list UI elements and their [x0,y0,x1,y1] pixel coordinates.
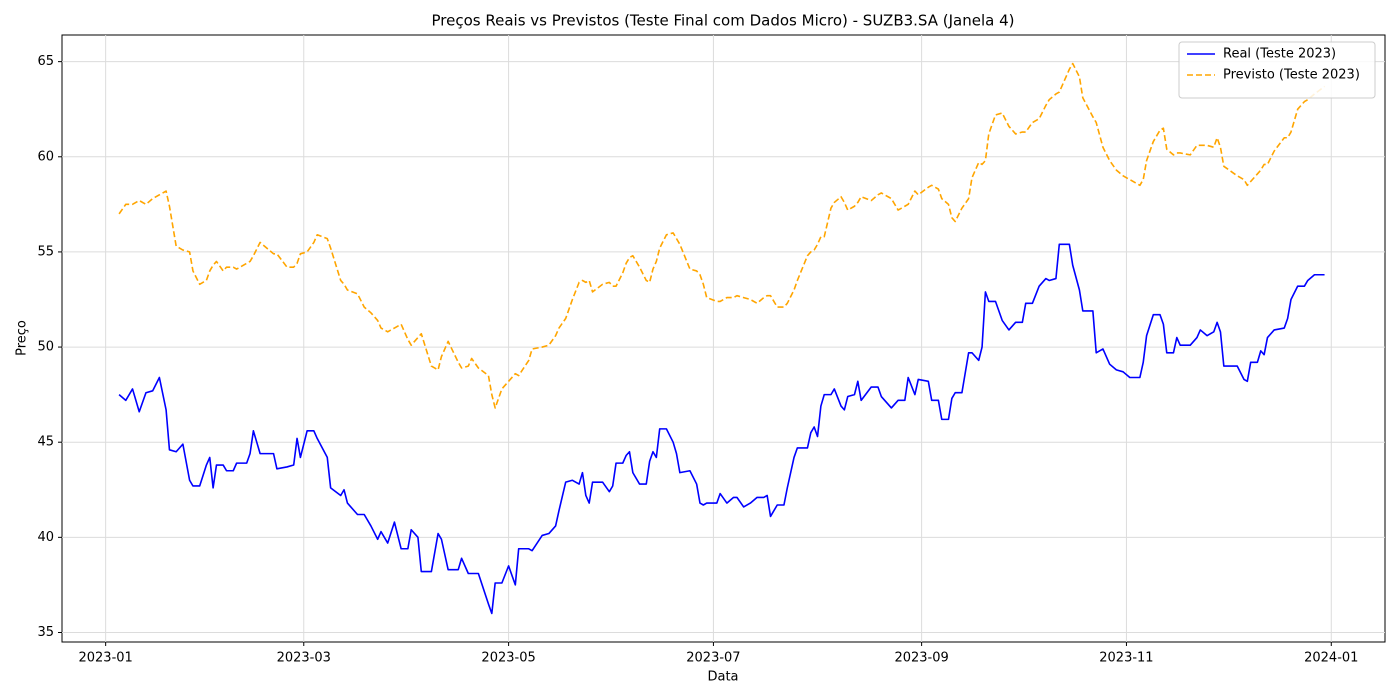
chart-title: Preços Reais vs Previstos (Teste Final c… [432,12,1015,30]
y-tick-label: 55 [37,244,54,259]
data-line [118,62,1326,409]
y-tick-label: 50 [37,340,54,355]
x-axis-label: Data [707,670,738,685]
legend-box [1178,41,1376,99]
legend: Real (Teste 2023) Previsto (Teste 2023) [1178,41,1376,99]
plot-frame [61,34,1386,643]
y-tick-label: 60 [37,149,54,164]
legend-label: Previsto (Teste 2023) [1223,68,1360,83]
x-tick-label: 2023-05 [481,651,535,666]
x-tick-label: 2023-09 [894,651,948,666]
legend-label: Real (Teste 2023) [1223,47,1336,62]
y-tick-label: 40 [37,530,54,545]
x-tick-label: 2023-07 [686,651,740,666]
x-tick-label: 2024-01 [1304,651,1358,666]
x-tick-label: 2023-03 [277,651,331,666]
x-tick-label: 2023-11 [1099,651,1153,666]
data-line [118,243,1325,615]
y-tick-label: 45 [37,435,54,450]
x-tick-label: 2023-01 [78,651,132,666]
y-tick-label: 65 [37,54,54,69]
y-tick-label: 35 [37,625,54,640]
y-axis-label: Preço [15,320,30,356]
